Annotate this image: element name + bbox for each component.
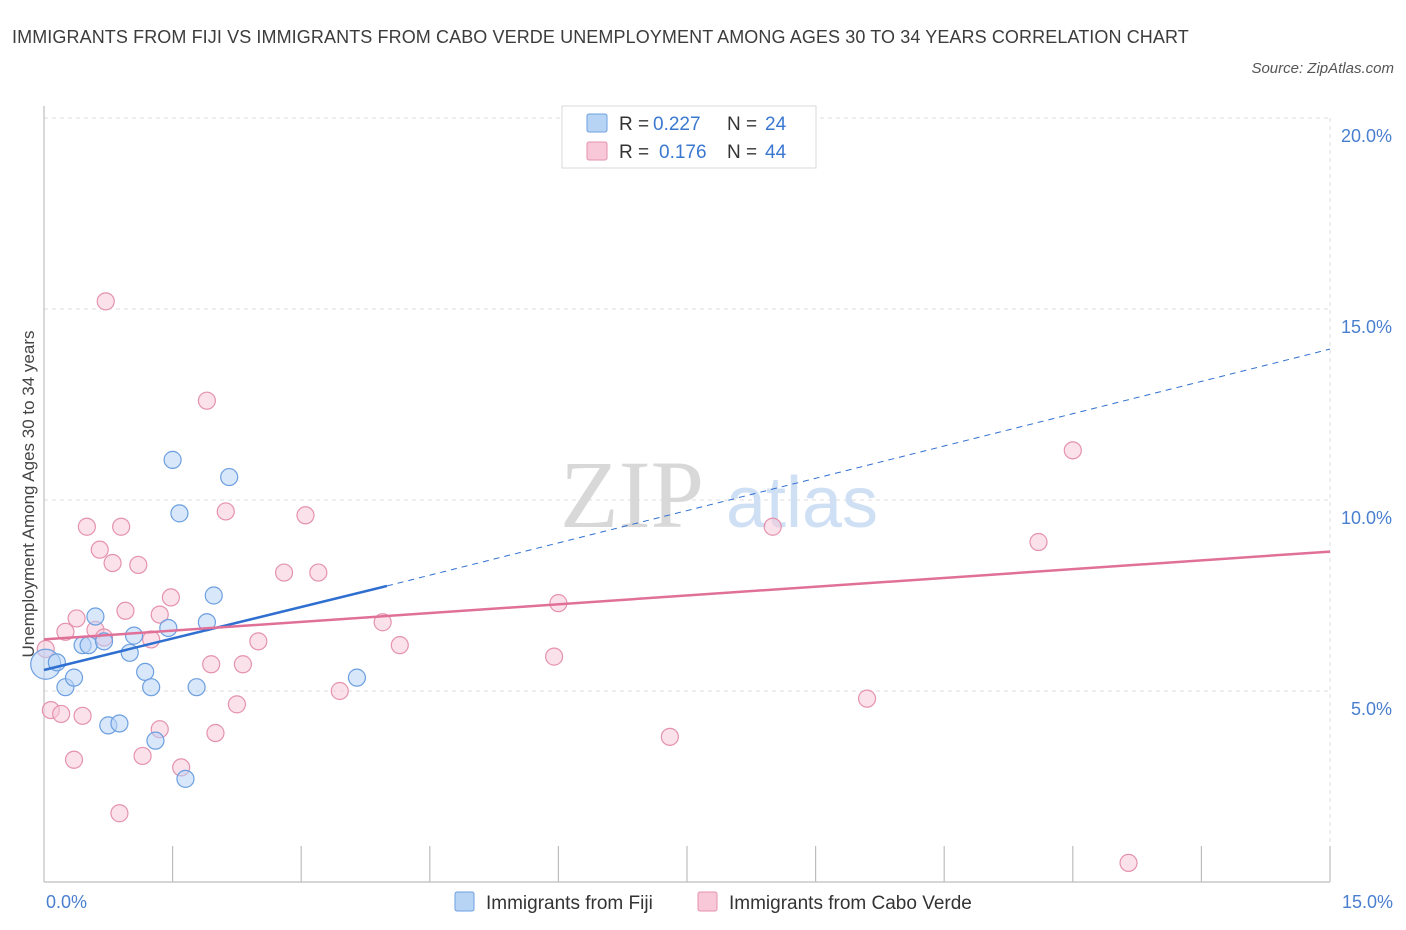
trend-line-fiji-extension: [386, 348, 1331, 587]
point-cabo-26: [216, 502, 235, 521]
point-cabo-20: [150, 605, 169, 624]
point-fiji-18: [176, 769, 195, 788]
point-cabo-23: [197, 391, 216, 410]
legend-r-value-fiji: 0.227: [653, 114, 701, 135]
point-cabo-40: [857, 689, 877, 708]
bottom-legend-label-cabo: Immigrants from Cabo Verde: [729, 893, 972, 914]
point-fiji-17: [170, 504, 189, 523]
point-fiji-7: [94, 632, 114, 651]
point-fiji-22: [220, 467, 239, 487]
point-cabo-5: [67, 609, 86, 628]
chart-title: IMMIGRANTS FROM FIJI VS IMMIGRANTS FROM …: [12, 27, 1189, 47]
watermark: ZIP atlas: [560, 441, 878, 548]
point-fiji-15: [159, 618, 178, 638]
legend-r-label-cabo: R =: [619, 142, 649, 163]
legend-r-value-cabo: 0.176: [659, 142, 707, 163]
point-cabo-30: [274, 563, 294, 582]
point-fiji-14: [146, 731, 165, 750]
point-fiji-11: [124, 626, 144, 645]
point-cabo-17: [133, 746, 152, 766]
point-cabo-41: [1029, 532, 1048, 552]
point-fiji-12: [136, 662, 155, 682]
x-tick-labels: 0.0% 15.0%: [46, 892, 1393, 912]
y-tick-label-3: 20.0%: [1341, 126, 1392, 146]
point-cabo-15: [116, 601, 135, 620]
point-fiji-6: [86, 607, 105, 626]
point-cabo-34: [373, 613, 392, 632]
point-cabo-32: [309, 563, 328, 582]
point-fiji-3: [64, 668, 84, 687]
point-cabo-29: [249, 632, 268, 651]
point-cabo-39: [763, 517, 782, 536]
point-fiji-21: [204, 586, 223, 605]
point-cabo-27: [227, 695, 246, 714]
point-cabo-11: [96, 292, 115, 311]
point-fiji-19: [187, 678, 206, 697]
legend-n-value-cabo: 44: [765, 142, 787, 163]
watermark-atlas: atlas: [726, 463, 878, 543]
y-axis-label: Unemployment Among Ages 30 to 34 years: [19, 331, 38, 658]
legend-n-value-fiji: 24: [765, 114, 787, 135]
point-cabo-38: [660, 727, 679, 746]
legend-swatch-fiji: [586, 113, 608, 133]
bottom-legend: Immigrants from Fiji Immigrants from Cab…: [454, 891, 972, 914]
y-tick-label-2: 15.0%: [1341, 317, 1392, 337]
point-cabo-2: [52, 704, 71, 724]
y-tick-label-0: 5.0%: [1351, 699, 1392, 719]
point-fiji-13: [142, 678, 161, 697]
point-cabo-3: [56, 622, 75, 641]
point-cabo-24: [202, 655, 221, 674]
point-cabo-21: [161, 588, 180, 607]
point-cabo-7: [77, 517, 96, 536]
point-cabo-6: [73, 706, 92, 725]
point-cabo-9: [90, 540, 109, 559]
point-cabo-28: [233, 655, 253, 674]
point-fiji-5: [79, 636, 98, 655]
bottom-legend-swatch-cabo: [697, 891, 718, 912]
point-cabo-4: [64, 750, 84, 769]
y-tick-labels: 5.0% 10.0% 15.0% 20.0%: [1341, 126, 1392, 719]
point-fiji-9: [110, 714, 129, 733]
bottom-legend-label-fiji: Immigrants from Fiji: [486, 893, 653, 914]
point-cabo-25: [206, 723, 225, 743]
point-cabo-42: [1063, 441, 1082, 460]
trend-lines: [43, 348, 1331, 672]
point-cabo-16: [129, 555, 148, 575]
watermark-zip: ZIP: [560, 441, 704, 548]
point-cabo-14: [112, 517, 131, 536]
point-fiji-23: [347, 668, 367, 687]
point-cabo-31: [296, 506, 315, 525]
data-points: [30, 292, 1138, 873]
x-tick-label-1: 15.0%: [1342, 892, 1393, 912]
y-tick-label-1: 10.0%: [1341, 508, 1392, 528]
legend-r-label-fiji: R =: [619, 114, 649, 135]
point-cabo-37: [545, 647, 564, 666]
point-cabo-43: [1119, 853, 1138, 873]
point-cabo-33: [330, 681, 349, 701]
legend-box: R = 0.227 N = 24 R = 0.176 N = 44: [561, 105, 817, 169]
axes: [43, 106, 1331, 883]
point-fiji-16: [163, 450, 182, 469]
point-cabo-13: [110, 804, 129, 823]
trend-line-cabo: [43, 550, 1331, 641]
legend-n-label-fiji: N =: [727, 114, 757, 135]
legend-n-label-cabo: N =: [727, 142, 757, 163]
source-credit: Source: ZipAtlas.com: [1251, 60, 1394, 77]
point-cabo-35: [390, 636, 409, 655]
bottom-legend-swatch-fiji: [454, 891, 475, 912]
x-tick-label-0: 0.0%: [46, 892, 87, 912]
legend-swatch-cabo: [586, 141, 608, 161]
point-cabo-12: [103, 553, 122, 573]
